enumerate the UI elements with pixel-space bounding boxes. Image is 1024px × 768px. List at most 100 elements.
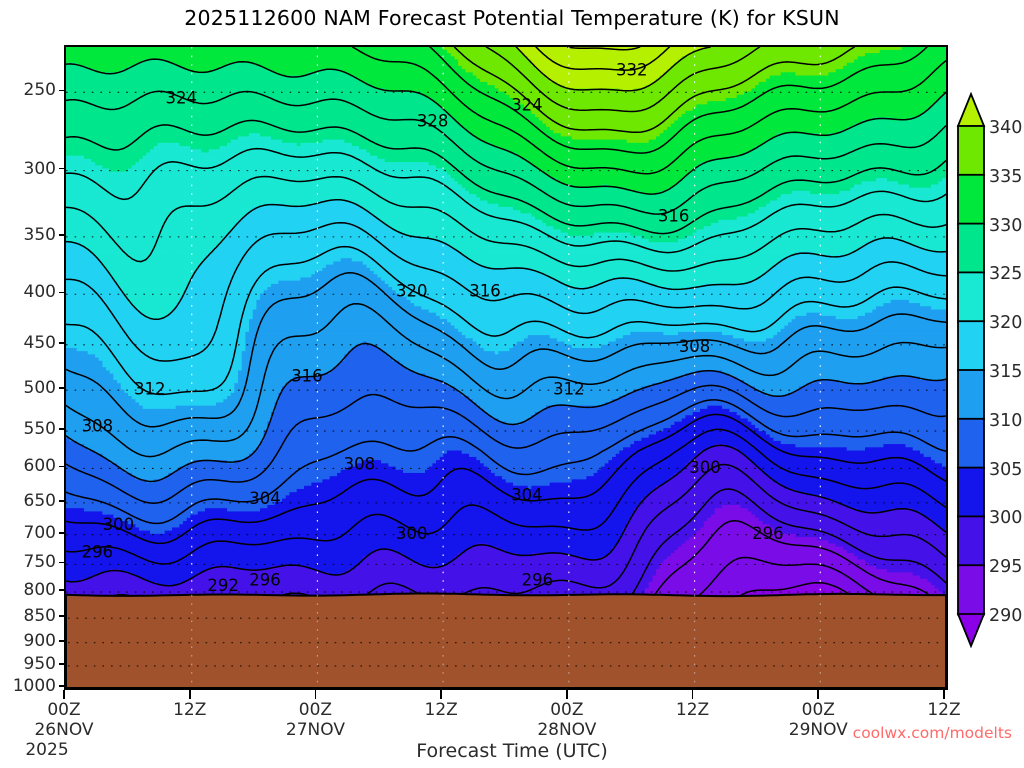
y-axis-label: 850 xyxy=(24,606,56,626)
x-axis-time-label: 00Z xyxy=(47,700,80,720)
plot-area: 332 328 324 324 320 316 316 316 312 312 308 308 308 3… xyxy=(64,45,948,690)
page-title: 2025112600 NAM Forecast Potential Temper… xyxy=(0,6,1024,30)
x-axis-time-label: 12Z xyxy=(425,700,458,720)
x-axis-tick xyxy=(943,690,945,699)
contour-label-group: 332 328 324 324 320 316 316 316 312 312 308 308 308 3… xyxy=(82,61,784,596)
y-axis-tick xyxy=(59,428,64,430)
colorbar-tick-label: 300 xyxy=(989,508,1022,528)
y-axis-label: 700 xyxy=(24,523,56,543)
contour-label: 332 xyxy=(616,61,648,80)
colorbar-tick-label: 305 xyxy=(989,460,1022,480)
y-axis-label: 600 xyxy=(24,456,56,476)
x-axis-time-label: 00Z xyxy=(550,700,583,720)
y-axis-tick xyxy=(59,561,64,564)
contour-label: 324 xyxy=(165,89,197,108)
watermark: coolwx.com/modelts xyxy=(853,724,1012,742)
colorbar-swatches xyxy=(956,92,986,648)
x-axis-tick xyxy=(566,690,568,699)
y-axis-tick xyxy=(59,500,64,502)
y-axis-label: 400 xyxy=(24,282,56,302)
x-axis-tick xyxy=(691,690,694,699)
y-axis-label: 950 xyxy=(24,654,56,674)
x-axis-time-label: 00Z xyxy=(299,700,332,720)
x-axis-date-label: 28NOV xyxy=(537,720,596,740)
y-axis-tick xyxy=(59,663,64,665)
contour-label: 312 xyxy=(553,380,585,399)
y-axis-ticks xyxy=(0,45,64,690)
y-axis-tick xyxy=(59,234,64,236)
colorbar-band xyxy=(957,125,985,177)
x-axis-tick xyxy=(314,690,317,699)
contour-label: 300 xyxy=(103,515,135,534)
colorbar-band xyxy=(957,417,985,470)
contour-label: 300 xyxy=(396,524,428,543)
y-axis-tick xyxy=(59,685,64,687)
y-axis-label: 750 xyxy=(24,552,56,572)
colorbar-band xyxy=(957,320,985,372)
colorbar-band xyxy=(957,271,985,323)
x-axis-tick xyxy=(63,690,65,699)
x-axis-tick xyxy=(440,690,442,699)
colorbar-band xyxy=(957,564,985,616)
contour-label: 300 xyxy=(689,458,721,477)
x-axis-title: Forecast Time (UTC) xyxy=(0,740,1024,762)
contour-label: 308 xyxy=(679,337,711,356)
colorbar-tick-label: 320 xyxy=(989,313,1022,333)
x-axis-year-label: 2025 xyxy=(25,740,68,760)
gridlines xyxy=(66,47,946,688)
contour-label: 296 xyxy=(752,524,784,543)
potential-temperature-cross-section: 332 328 324 324 320 316 316 316 312 312 308 308 308 3… xyxy=(66,47,946,688)
contour-label: 304 xyxy=(249,489,280,508)
y-axis-label: 550 xyxy=(24,419,56,439)
y-axis-label: 300 xyxy=(24,159,56,179)
contour-label: 320 xyxy=(396,282,428,301)
contour-label: 296 xyxy=(82,542,114,561)
contour-label: 328 xyxy=(417,112,449,131)
y-axis-label: 450 xyxy=(24,333,56,353)
x-axis-time-label: 12Z xyxy=(173,700,206,720)
colorbar-legend: 340 335 330 325 320 315 310 305 300 295 290 xyxy=(955,92,1024,648)
y-axis-tick xyxy=(59,640,64,642)
x-axis-time-label: 00Z xyxy=(802,700,835,720)
y-axis-label: 1000 xyxy=(13,676,56,696)
colorbar-tick-label: 325 xyxy=(989,264,1022,284)
y-axis-tick xyxy=(59,387,64,389)
colorbar-tick-label: 295 xyxy=(989,557,1022,577)
terrain-mask xyxy=(66,592,946,688)
contour-label: 304 xyxy=(511,486,543,505)
x-axis: 2025 Forecast Time (UTC) coolwx.com/mode… xyxy=(0,690,1024,768)
x-axis-date-label: 29NOV xyxy=(789,720,848,740)
y-axis-tick xyxy=(59,89,64,92)
y-axis: 250 300 350 400 450 500 550 600 650 700 750 800 850 9… xyxy=(0,45,64,696)
contour-label: 296 xyxy=(249,571,280,590)
x-axis-time-label: 12Z xyxy=(927,700,960,720)
y-axis-tick xyxy=(59,615,64,617)
contour-label: 312 xyxy=(134,380,166,399)
contour-label: 292 xyxy=(207,576,239,595)
contour-label: 316 xyxy=(291,367,323,386)
colorbar-tick-label: 290 xyxy=(989,606,1022,626)
x-axis-tick xyxy=(188,690,191,699)
y-axis-label: 900 xyxy=(24,631,56,651)
colorbar-band xyxy=(957,173,985,226)
y-axis-label: 650 xyxy=(24,491,56,511)
contour-label: 316 xyxy=(658,206,690,225)
y-axis-label: 250 xyxy=(24,80,56,100)
colorbar-under-arrow xyxy=(956,613,986,648)
colorbar-tick-label: 310 xyxy=(989,411,1022,431)
y-axis-tick xyxy=(59,342,64,344)
colorbar-band xyxy=(957,369,985,421)
y-axis-tick xyxy=(59,167,64,170)
contour-label: 296 xyxy=(522,571,554,590)
x-axis-tick xyxy=(817,690,820,699)
y-axis-tick xyxy=(59,532,64,534)
colorbar-tick-label: 335 xyxy=(989,167,1022,187)
colorbar-band xyxy=(957,515,985,567)
y-axis-tick xyxy=(59,291,64,294)
y-axis-tick xyxy=(59,465,64,468)
y-axis-tick xyxy=(59,589,64,591)
colorbar-band xyxy=(957,466,985,518)
colorbar-band xyxy=(957,222,985,274)
contour-label: 316 xyxy=(469,282,501,301)
